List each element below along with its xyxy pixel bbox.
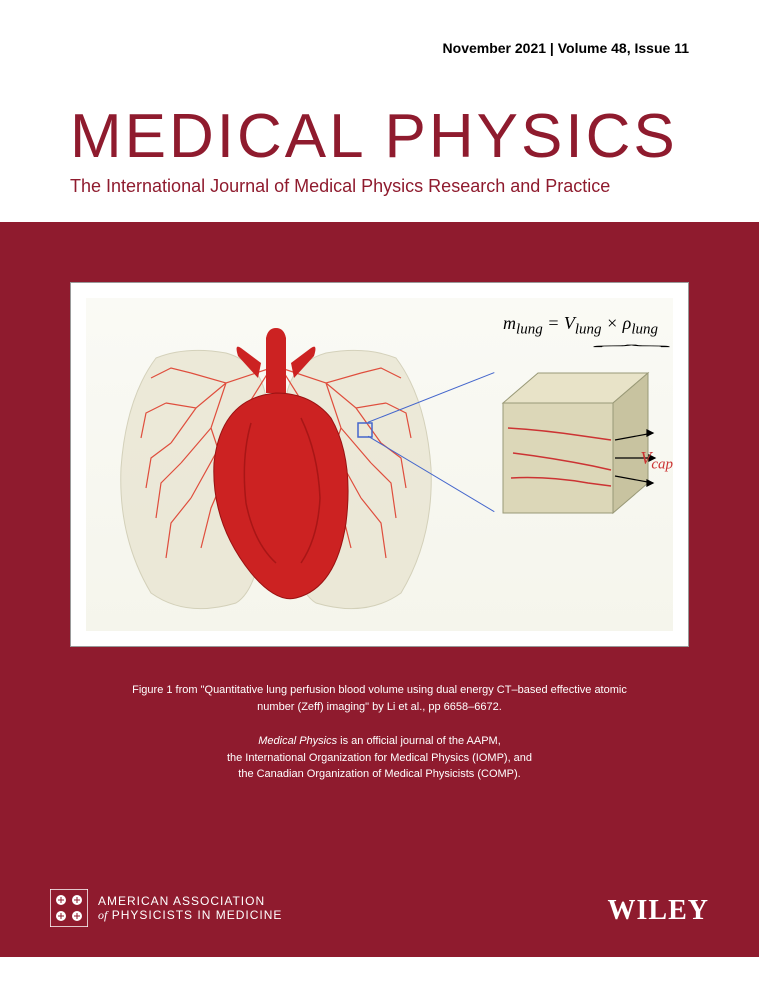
caption-block: Figure 1 from "Quantitative lung perfusi… [0, 682, 759, 801]
lung-illustration [96, 308, 456, 623]
figure-content: mlung = Vlung × ρlung ⏞ [86, 298, 673, 631]
wiley-logo: WILEY [608, 895, 709, 927]
aapm-logo-icon [50, 889, 88, 927]
footer-logos: AMERICAN ASSOCIATION of PHYSICISTS IN ME… [0, 889, 759, 927]
figure-caption: Figure 1 from "Quantitative lung perfusi… [120, 682, 639, 715]
journal-title: MEDICAL PHYSICS [70, 106, 689, 168]
header-bar: November 2021 | Volume 48, Issue 11 [0, 0, 759, 76]
title-block: MEDICAL PHYSICS The International Journa… [0, 76, 759, 222]
equation-text: mlung = Vlung × ρlung [503, 313, 658, 339]
aapm-line1: AMERICAN ASSOCIATION [98, 894, 282, 908]
cover-panel: mlung = Vlung × ρlung ⏞ [0, 222, 759, 957]
figure-box: mlung = Vlung × ρlung ⏞ [70, 282, 689, 647]
cube-illustration [483, 358, 663, 538]
brace-icon: ⏞ [592, 345, 671, 358]
journal-info-caption: Medical Physics is an official journal o… [120, 733, 639, 783]
vcap-label: Vcap [640, 448, 673, 474]
issue-info: November 2021 | Volume 48, Issue 11 [70, 40, 689, 56]
aapm-line2: of PHYSICISTS IN MEDICINE [98, 908, 282, 922]
aapm-logo-block: AMERICAN ASSOCIATION of PHYSICISTS IN ME… [50, 889, 282, 927]
aapm-text: AMERICAN ASSOCIATION of PHYSICISTS IN ME… [98, 894, 282, 923]
journal-subtitle: The International Journal of Medical Phy… [70, 176, 689, 197]
